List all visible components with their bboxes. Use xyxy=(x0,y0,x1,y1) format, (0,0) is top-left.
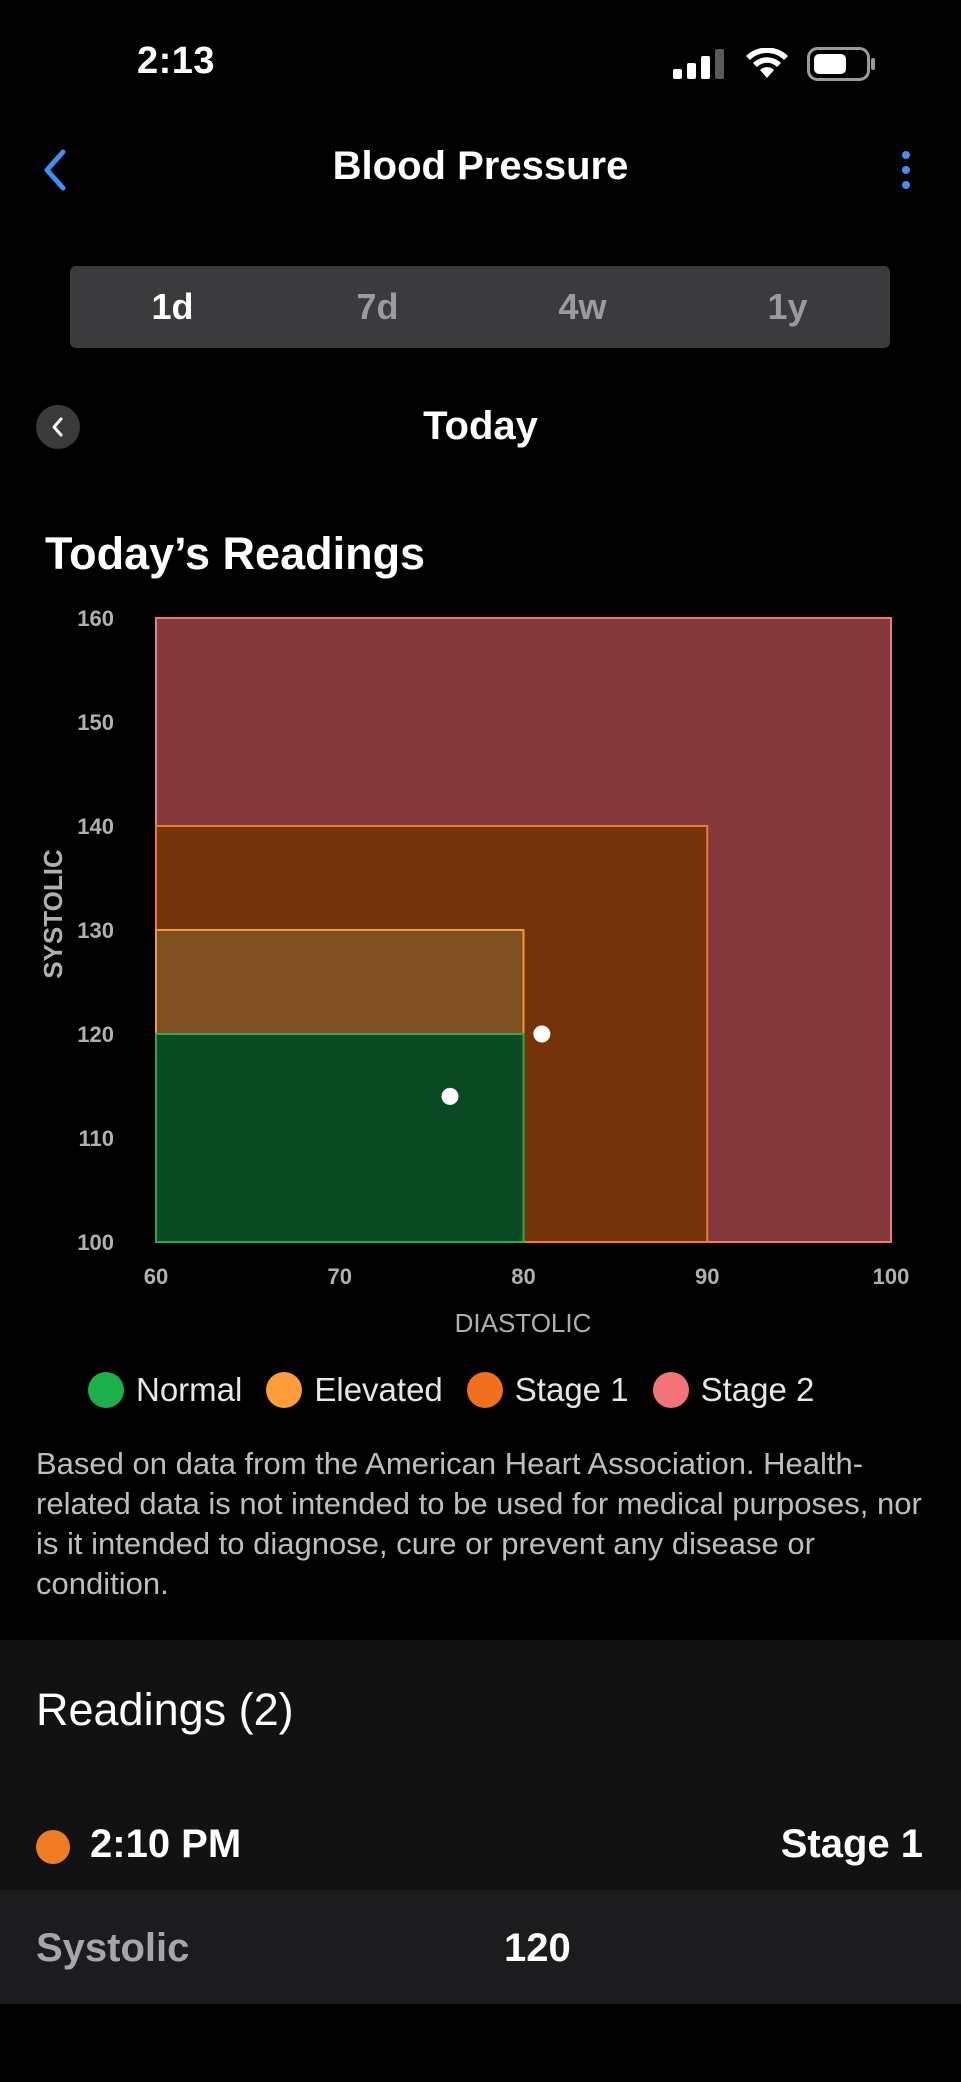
readings-panel: Readings (2) 2:10 PM Stage 1 Systolic 12… xyxy=(0,1640,961,2004)
y-tick-label: 150 xyxy=(77,710,114,735)
chevron-left-icon xyxy=(52,417,63,437)
x-axis-label: DIASTOLIC xyxy=(455,1308,592,1338)
legend-dot xyxy=(466,1372,503,1408)
readings-title: Readings (2) xyxy=(36,1684,294,1735)
wifi-icon xyxy=(746,48,788,78)
legend-dot xyxy=(652,1372,689,1408)
segment-1y[interactable]: 1y xyxy=(767,286,808,327)
section-title: Today’s Readings xyxy=(45,528,426,579)
legend-dot xyxy=(88,1372,124,1408)
status-icons xyxy=(673,46,877,82)
reading-status: Stage 1 xyxy=(780,1822,923,1866)
legend-label: Stage 1 xyxy=(514,1371,629,1408)
legend-dot xyxy=(266,1372,303,1408)
more-button[interactable] xyxy=(891,142,921,198)
page-title: Blood Pressure xyxy=(332,144,629,188)
detail-value: 120 xyxy=(504,1926,571,1970)
legend-item-stage-1: Stage 1 xyxy=(466,1371,629,1409)
y-tick-label: 160 xyxy=(77,606,114,631)
x-tick-label: 90 xyxy=(695,1264,719,1289)
y-tick-label: 130 xyxy=(77,918,114,943)
zones-layer xyxy=(155,617,892,1243)
legend-item-stage-2: Stage 2 xyxy=(652,1371,815,1409)
points-layer xyxy=(441,1025,551,1105)
legend-label: Elevated xyxy=(314,1371,443,1408)
segment-4w[interactable]: 4w xyxy=(558,286,607,327)
nav-bar: Blood Pressure xyxy=(0,120,961,220)
reading-detail-row: Systolic 120 xyxy=(0,1890,961,2004)
reading-status-dot xyxy=(36,1830,70,1864)
signal-icon xyxy=(673,49,724,79)
detail-label: Systolic xyxy=(36,1926,190,1970)
chart-legend: Normal Elevated Stage 1 Stage 2 xyxy=(88,1368,814,1412)
legend-label: Normal xyxy=(136,1371,243,1408)
battery-icon xyxy=(807,47,875,81)
y-tick-label: 120 xyxy=(77,1022,114,1047)
bp-chart-svg: 60 70 80 90 100 100 110 120 130 140 150 160 DIASTO… xyxy=(38,606,910,1338)
y-axis-label: SYSTOLIC xyxy=(38,849,68,979)
reading-point[interactable] xyxy=(533,1025,551,1043)
y-tick-label: 100 xyxy=(77,1230,114,1255)
x-ticks: 60 70 80 90 100 xyxy=(144,1264,910,1289)
zone-normal xyxy=(155,1033,525,1243)
legend-label: Stage 2 xyxy=(700,1371,815,1408)
more-vertical-icon xyxy=(902,151,910,159)
previous-date-button[interactable] xyxy=(36,405,80,449)
reading-time: 2:10 PM xyxy=(90,1822,242,1866)
legend-item-normal: Normal xyxy=(88,1371,242,1409)
period-segmented-control: 1d 7d 4w 1y xyxy=(70,266,890,348)
legend-item-elevated: Elevated xyxy=(266,1371,443,1409)
y-ticks: 100 110 120 130 140 150 160 xyxy=(77,606,114,1255)
bp-chart: 60 70 80 90 100 100 110 120 130 140 150 160 DIASTO… xyxy=(0,590,961,1350)
x-tick-label: 100 xyxy=(873,1264,910,1289)
segment-7d[interactable]: 7d xyxy=(356,286,399,327)
x-tick-label: 70 xyxy=(328,1264,352,1289)
y-tick-label: 110 xyxy=(79,1126,115,1151)
y-tick-label: 140 xyxy=(77,814,114,839)
reading-point[interactable] xyxy=(441,1087,459,1105)
back-button[interactable] xyxy=(30,142,80,198)
x-tick-label: 60 xyxy=(144,1264,168,1289)
chevron-left-icon xyxy=(44,149,66,191)
x-tick-label: 80 xyxy=(511,1264,535,1289)
segment-1d[interactable]: 1d xyxy=(151,286,194,327)
disclaimer-text: Based on data from the American Heart As… xyxy=(36,1446,922,1601)
date-label: Today xyxy=(423,404,538,448)
status-time: 2:13 xyxy=(137,40,216,82)
status-bar: 2:13 xyxy=(0,0,961,120)
